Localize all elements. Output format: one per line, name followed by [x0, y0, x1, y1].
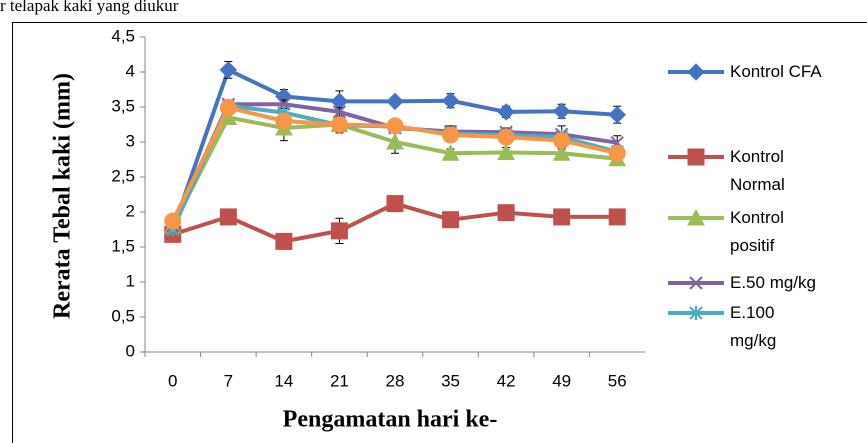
y-tick-label: 4,5: [111, 26, 135, 45]
legend-label: E.50 mg/kg: [730, 273, 816, 292]
marker: [330, 116, 348, 133]
marker: [330, 222, 348, 240]
marker: [219, 61, 238, 79]
marker: [552, 144, 571, 161]
y-tick-label: 0: [126, 341, 135, 360]
y-tick-label: 4: [126, 61, 135, 80]
x-tick-label: 28: [386, 371, 405, 390]
y-tick-label: 3,5: [111, 96, 135, 115]
x-tick-label: 49: [552, 371, 571, 390]
marker: [497, 128, 515, 146]
marker: [332, 105, 347, 119]
marker: [689, 306, 703, 320]
marker: [497, 204, 515, 222]
marker: [386, 195, 404, 213]
legend-label: Kontrol CFA: [730, 62, 822, 81]
marker: [164, 212, 182, 230]
x-axis-label: Pengamatan hari ke-: [283, 407, 498, 433]
y-tick-label: 1,5: [111, 236, 135, 255]
marker: [687, 63, 705, 81]
marker: [219, 99, 237, 117]
x-tick-label: 14: [274, 371, 293, 390]
legend-item: [668, 306, 724, 320]
y-tick-label: 2,5: [111, 166, 135, 185]
legend-item: [668, 276, 724, 290]
marker: [608, 208, 626, 226]
legend-label: Kontrol Normal: [730, 147, 785, 194]
marker: [608, 144, 626, 162]
legend-label: Kontrol positif: [730, 208, 784, 255]
legend-label: E.100 mg/kg: [730, 303, 777, 350]
y-tick-label: 3: [126, 131, 135, 150]
marker: [497, 103, 515, 121]
marker: [386, 132, 404, 150]
x-tick-label: 56: [608, 371, 627, 390]
marker: [442, 211, 460, 229]
legend-item: [668, 148, 724, 166]
caption: r telapak kaki yang diukur: [0, 0, 179, 15]
marker: [441, 144, 460, 161]
marker: [386, 92, 404, 111]
marker: [275, 112, 293, 130]
marker: [553, 208, 571, 226]
x-tick-label: 21: [330, 371, 349, 390]
marker: [442, 126, 460, 144]
marker: [553, 132, 571, 150]
marker: [219, 208, 237, 226]
marker: [608, 105, 626, 124]
y-tick-label: 1: [126, 271, 135, 290]
marker: [687, 148, 705, 166]
chart-border: [12, 22, 867, 443]
y-tick-label: 0,5: [111, 306, 135, 325]
marker: [441, 91, 460, 110]
x-tick-label: 7: [224, 371, 233, 390]
x-tick-label: 35: [441, 371, 460, 390]
y-tick-label: 2: [126, 201, 135, 220]
y-axis-label: Rerata Tebal kaki (mm): [50, 73, 76, 319]
marker: [689, 276, 703, 290]
marker: [275, 232, 293, 250]
marker: [386, 117, 404, 135]
marker: [687, 208, 705, 226]
legend-item: [668, 63, 724, 81]
marker: [497, 143, 515, 160]
x-tick-label: 0: [168, 371, 177, 390]
x-tick-label: 42: [497, 371, 516, 390]
legend-item: [668, 208, 724, 226]
marker: [552, 102, 571, 120]
